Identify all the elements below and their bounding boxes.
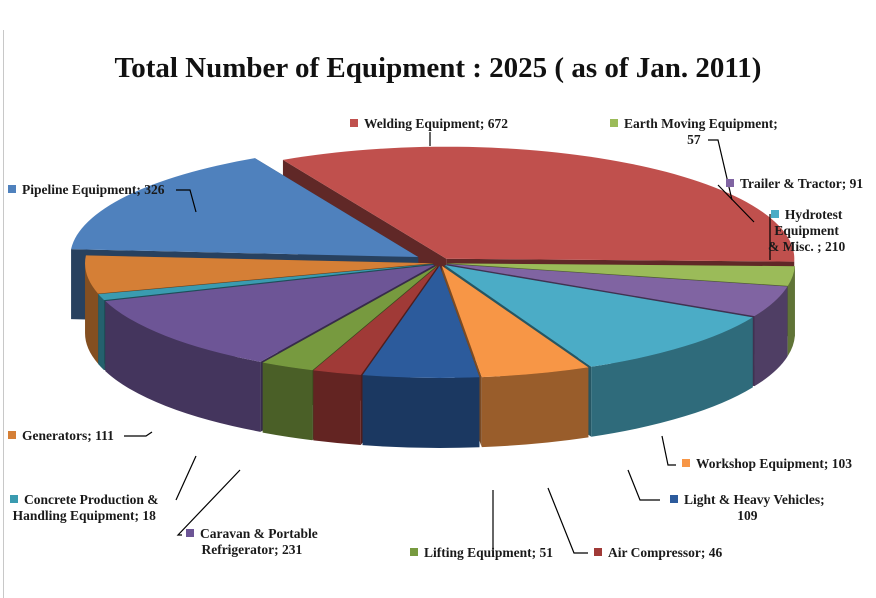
data-label-concrete-production-handling-equipment: Concrete Production & Handling Equipment;…	[10, 492, 158, 524]
leader-line-2	[717, 184, 755, 223]
pie-slice-light-heavy-vehicles	[362, 265, 480, 448]
leader-line-11	[176, 189, 197, 213]
slice-top	[85, 255, 434, 294]
data-label-light-heavy-vehicles: Light & Heavy Vehicles; 109	[670, 492, 825, 524]
slice-top	[441, 265, 589, 378]
slice-rim	[98, 294, 105, 371]
slice-top	[71, 158, 419, 258]
slice-top	[105, 264, 435, 362]
data-label-trailer-tractor: Trailer & Tractor; 91	[726, 176, 863, 192]
slice-top	[446, 263, 788, 317]
slice-rim	[481, 367, 589, 448]
leader-line-5	[627, 469, 660, 501]
slice-rim	[85, 263, 99, 364]
leader-line-10	[124, 431, 153, 437]
data-label-workshop-equipment: Workshop Equipment; 103	[682, 456, 852, 472]
slice-rim	[787, 266, 795, 356]
slice-top	[446, 263, 795, 286]
leader-line-8	[176, 469, 241, 536]
slice-rim	[754, 286, 788, 387]
slice-rim	[591, 317, 753, 437]
slice-top	[262, 265, 437, 371]
slice-rim	[262, 362, 313, 441]
leader-line-6	[547, 487, 588, 554]
slide-border	[3, 30, 4, 598]
data-label-lifting-equipment: Lifting Equipment; 51	[410, 545, 553, 561]
slice-top	[282, 146, 795, 262]
slice-rim	[362, 375, 480, 448]
slice-top	[362, 265, 480, 378]
slice-rim	[105, 301, 261, 432]
data-label-welding-equipment: Welding Equipment; 672	[350, 116, 508, 132]
slice-rim	[313, 370, 361, 446]
leader-line-4	[661, 435, 676, 466]
slice-top	[444, 265, 753, 367]
slice-top	[98, 263, 434, 301]
data-label-air-compressor: Air Compressor; 46	[594, 545, 722, 561]
data-label-hydrotest-equipment-misc: Hydrotest Equipment & Misc. ; 210	[768, 207, 846, 254]
data-label-earth-moving-equipment: Earth Moving Equipment; 57	[610, 116, 778, 148]
data-label-pipeline-equipment: Pipeline Equipment; 326	[8, 182, 165, 198]
leader-line-9	[175, 455, 197, 501]
slice-top	[313, 265, 438, 376]
data-label-generators: Generators; 111	[8, 428, 114, 444]
chart-title: Total Number of Equipment : 2025 ( as of…	[114, 52, 762, 84]
data-label-caravan-portable-refrigerator: Caravan & Portable Refrigerator; 231	[186, 526, 318, 558]
